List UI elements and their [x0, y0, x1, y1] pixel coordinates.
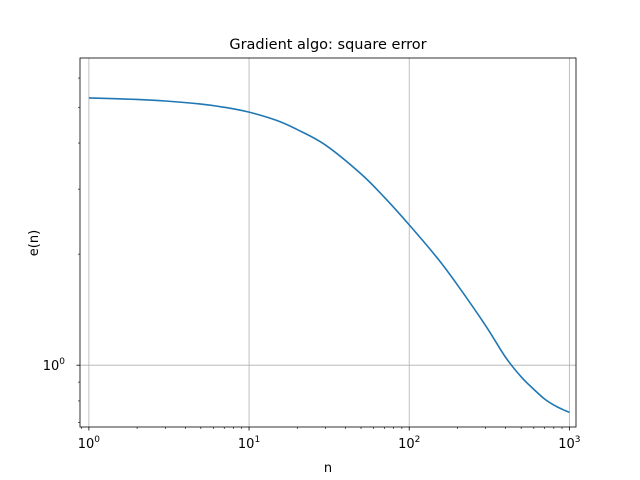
- x-tick-label: 101: [238, 435, 260, 452]
- y-tick-label: 100: [43, 357, 66, 374]
- series-line: [88, 97, 570, 414]
- series-layer: [88, 97, 570, 414]
- x-tick-label: 103: [558, 435, 580, 452]
- x-tick-label: 102: [398, 435, 420, 452]
- tick-layer: 100 101 102 103 100: [43, 357, 581, 452]
- x-tick-label: 100: [78, 435, 101, 452]
- x-axis-label: n: [324, 461, 332, 476]
- chart-title: Gradient algo: square error: [229, 37, 426, 53]
- grid: [80, 58, 576, 427]
- plot-frame: [79, 57, 577, 428]
- y-axis-label: e(n): [27, 230, 42, 256]
- minor-ticks: [78, 77, 563, 429]
